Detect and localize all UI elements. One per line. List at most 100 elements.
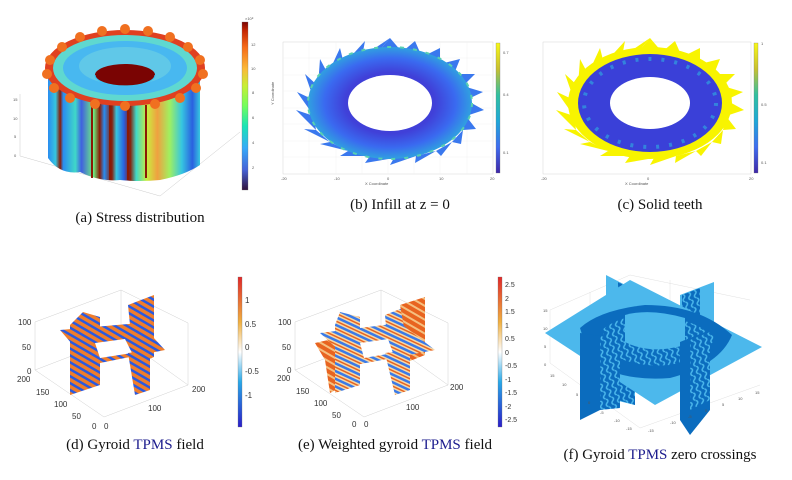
x-tick: -15 [648,428,654,433]
cbar-tick: 1.5 [505,309,515,316]
solid-teeth-plot [542,38,759,175]
cbar-tick: -2.5 [505,417,518,424]
y-tick: -10 [614,418,620,423]
y-tick: 100 [314,399,328,408]
y-tick: 200 [277,374,291,383]
z-tick: 100 [278,318,292,327]
panel-f-zero-crossings: 15 10 5 0 15 10 5 0 -5 -10 -15 -15 -10 -… [520,260,792,480]
stress-colorbar [241,21,249,191]
x-tick: 100 [148,404,162,413]
z-tick: 5 [14,134,17,139]
cbar-tick: 6 [252,115,255,120]
x-tick: 0 [647,176,650,181]
weighted-colorbar [497,276,503,428]
y-tick: 150 [36,388,50,397]
cbar-tick: 10 [251,66,256,71]
cbar-tick: -0.5 [245,367,259,376]
x-tick: -10 [670,420,676,425]
caption-a: (a) Stress distribution [75,210,205,226]
cbar-tick: 0.7 [503,50,509,55]
caption-b: (b) Infill at z = 0 [350,197,450,213]
y-tick: 150 [296,387,310,396]
y-tick: 100 [54,400,68,409]
cbar-tick: -1.5 [505,390,518,397]
x-tick: 15 [755,390,760,395]
gyroid-colorbar [237,276,243,428]
cbar-tick: 0.4 [503,92,509,97]
cbar-tick: 0.5 [761,102,767,107]
cbar-tick: 2 [252,165,255,170]
cbar-tick: -1 [245,391,253,400]
panel-a-stress-distribution: ×10⁸ 2 4 6 8 10 12 0 5 10 15 (a) Stress … [0,0,270,240]
stress-gear-plot [19,21,249,197]
x-tick: 0 [104,422,109,431]
cbar-tick: 1 [505,323,509,330]
cbar-tick: -1 [505,377,512,384]
y-tick: 5 [576,392,579,397]
caption-d: (d) Gyroid TPMS field [66,437,204,453]
y-tick: 50 [332,411,341,420]
cbar-tick: 0 [505,350,509,357]
cbar-tick: 1 [245,296,250,305]
x-tick: 100 [406,403,420,412]
cbar-tick: 0.1 [761,160,767,165]
z-tick: 10 [543,326,548,331]
panel-e-weighted-gyroid-field: 100 50 0 200 150 100 50 0 0 100 200 2.5 … [260,265,520,480]
zero-crossings-plot [545,274,762,435]
y-tick: 10 [562,382,567,387]
y-tick: 50 [72,412,81,421]
cbar-tick: 2.5 [505,282,515,289]
y-tick: 15 [550,373,555,378]
cbar-tick: 12 [251,42,256,47]
y-tick: 0 [352,420,357,429]
cbar-tick: 0.5 [505,336,515,343]
panel-d-gyroid-field: 100 50 0 200 150 100 50 0 0 100 200 1 0.… [0,265,270,480]
z-tick: 0 [287,366,292,375]
y-tick: -15 [626,426,632,431]
z-tick: 0 [14,153,17,158]
x-tick: 20 [490,176,495,181]
cbar-tick: 1 [761,41,764,46]
x-tick: -20 [281,176,287,181]
y-tick: 0 [92,422,97,431]
z-tick: 100 [18,318,32,327]
y-tick: 200 [17,375,31,384]
z-tick: 15 [543,308,548,313]
x-tick: -5 [688,414,692,419]
x-tick: -10 [334,176,340,181]
z-tick: 0 [27,367,32,376]
cbar-tick: -2 [505,404,512,411]
x-axis-label: X Coordinate [365,181,389,186]
tpms-link[interactable]: TPMS [421,437,461,453]
infill-plot [282,38,501,175]
x-tick: 20 [749,176,754,181]
z-tick: 15 [13,97,18,102]
x-axis-label: X Coordinate [625,181,649,186]
z-tick: 10 [13,116,18,121]
cbar-tick: 0.5 [245,320,257,329]
cbar-tick: -0.5 [505,363,518,370]
x-tick: 0 [387,176,390,181]
y-tick: -5 [600,410,604,415]
weighted-gyroid-plot [294,276,503,428]
colorbar-exponent: ×10⁸ [245,16,254,21]
panel-b-infill: X Coordinate Y Coordinate -20 -10 0 10 2… [270,30,520,230]
cbar-tick: 0.1 [503,150,509,155]
y-tick: 0 [588,400,591,405]
panel-c-solid-teeth: X Coordinate -20 0 20 1 0.5 0.1 (c) Soli… [530,30,792,230]
caption-f: (f) Gyroid TPMS zero crossings [563,447,757,463]
caption-e: (e) Weighted gyroid TPMS field [297,437,493,453]
cbar-tick: 0 [245,343,250,352]
tpms-link[interactable]: TPMS [628,447,668,463]
z-tick: 50 [22,343,31,352]
z-tick: 0 [544,362,547,367]
cbar-tick: 4 [252,140,255,145]
x-tick: 200 [450,383,464,392]
tpms-link[interactable]: TPMS [133,437,173,453]
caption-c: (c) Solid teeth [617,197,703,213]
z-tick: 5 [544,344,547,349]
infill-colorbar [495,42,501,174]
x-tick: 0 [705,408,708,413]
solid-colorbar [753,42,759,174]
cbar-tick: 2 [505,296,509,303]
